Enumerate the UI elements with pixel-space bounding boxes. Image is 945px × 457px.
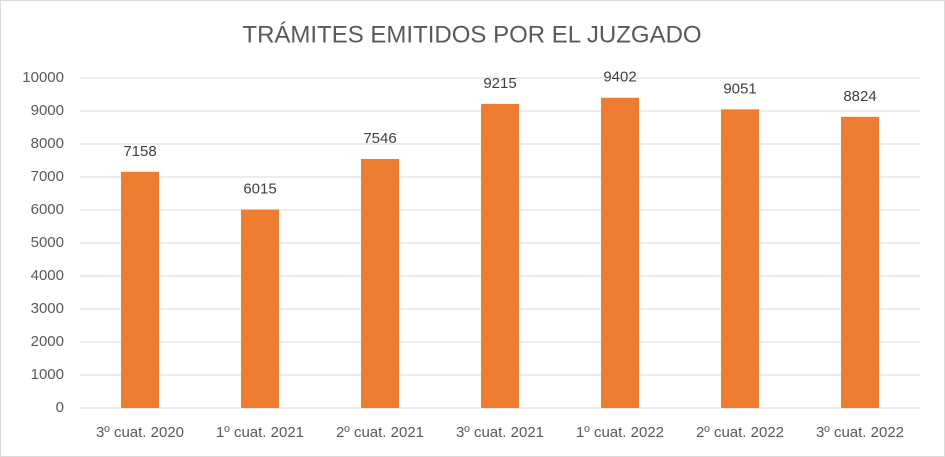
x-tick-label: 1º cuat. 2021 <box>216 424 304 441</box>
data-label: 9051 <box>723 80 756 97</box>
bar <box>841 116 879 409</box>
y-tick-label: 9000 <box>31 102 64 119</box>
x-tick-label: 3º cuat. 2022 <box>816 424 904 441</box>
y-tick-label: 2000 <box>31 333 64 350</box>
data-label: 7158 <box>123 143 156 160</box>
y-tick-label: 7000 <box>31 168 64 185</box>
data-label: 8824 <box>843 88 876 105</box>
y-tick-label: 1000 <box>31 366 64 383</box>
y-tick-label: 5000 <box>31 234 64 251</box>
bar <box>241 209 279 408</box>
data-label: 9215 <box>483 75 516 92</box>
x-tick-label: 3º cuat. 2020 <box>96 424 184 441</box>
y-tick-label: 10000 <box>22 69 64 86</box>
x-tick-label: 1º cuat. 2022 <box>576 424 664 441</box>
bar <box>601 97 639 408</box>
y-tick-label: 4000 <box>31 267 64 284</box>
y-tick-label: 3000 <box>31 300 64 317</box>
x-tick-label: 2º cuat. 2021 <box>336 424 424 441</box>
bar <box>361 158 399 408</box>
data-label: 6015 <box>243 180 276 197</box>
data-label: 9402 <box>603 69 636 86</box>
chart-title: TRÁMITES EMITIDOS POR EL JUZGADO <box>242 21 701 48</box>
data-label: 7546 <box>363 130 396 147</box>
y-tick-label: 6000 <box>31 201 64 218</box>
x-tick-label: 3º cuat. 2021 <box>456 424 544 441</box>
x-tick-label: 2º cuat. 2022 <box>696 424 784 441</box>
bar <box>121 171 159 408</box>
y-tick-label: 8000 <box>31 135 64 152</box>
bar <box>481 103 519 408</box>
bar <box>721 109 759 408</box>
y-tick-label: 0 <box>56 399 64 416</box>
